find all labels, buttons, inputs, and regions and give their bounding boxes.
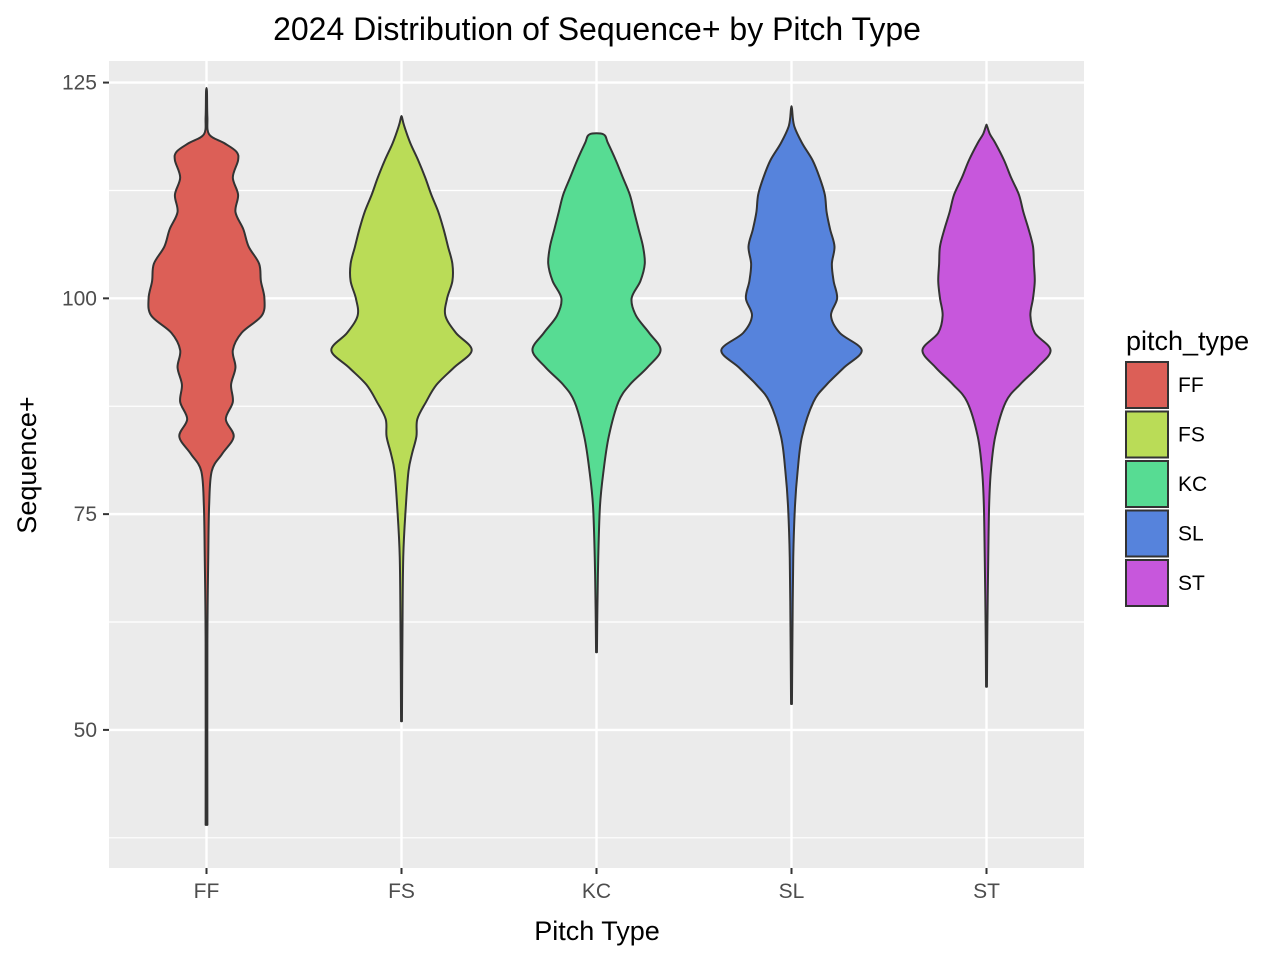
violin-sl bbox=[720, 105, 863, 706]
legend-key-st bbox=[1125, 559, 1169, 607]
legend-key-fs bbox=[1125, 410, 1169, 459]
legend-key-kc bbox=[1125, 460, 1169, 508]
violin-st bbox=[921, 123, 1052, 688]
legend: pitch_type FF FS KC SL ST bbox=[1125, 326, 1249, 607]
y-tick-label: 75 bbox=[74, 503, 97, 526]
chart-title: 2024 Distribution of Sequence+ by Pitch … bbox=[273, 11, 921, 47]
legend-label-fs: FS bbox=[1178, 424, 1205, 447]
legend-key-ff bbox=[1125, 361, 1169, 409]
legend-items: FF FS KC SL ST bbox=[1125, 361, 1207, 607]
y-tick-label: 125 bbox=[62, 72, 97, 95]
x-tick-label: ST bbox=[973, 880, 1000, 903]
violin-fs bbox=[330, 115, 473, 723]
legend-label-kc: KC bbox=[1178, 473, 1207, 496]
x-tick-label: SL bbox=[779, 880, 805, 903]
legend-key-sl bbox=[1125, 509, 1169, 558]
x-axis-title: Pitch Type bbox=[534, 916, 660, 946]
violins bbox=[147, 86, 1052, 826]
y-tick-label: 100 bbox=[62, 287, 97, 310]
y-axis: 50 75 100 125 bbox=[62, 72, 109, 742]
violin-kc bbox=[531, 132, 662, 654]
x-axis: FF FS KC SL ST bbox=[194, 868, 1000, 903]
legend-title: pitch_type bbox=[1126, 326, 1249, 356]
x-tick-label: FF bbox=[194, 880, 220, 903]
y-axis-title: Sequence+ bbox=[12, 396, 42, 533]
x-tick-label: KC bbox=[582, 880, 611, 903]
x-tick-label: FS bbox=[388, 880, 415, 903]
legend-label-ff: FF bbox=[1178, 374, 1204, 397]
violin-ff bbox=[147, 86, 266, 826]
legend-label-st: ST bbox=[1178, 572, 1205, 595]
y-tick-label: 50 bbox=[74, 719, 97, 742]
legend-label-sl: SL bbox=[1178, 523, 1204, 546]
